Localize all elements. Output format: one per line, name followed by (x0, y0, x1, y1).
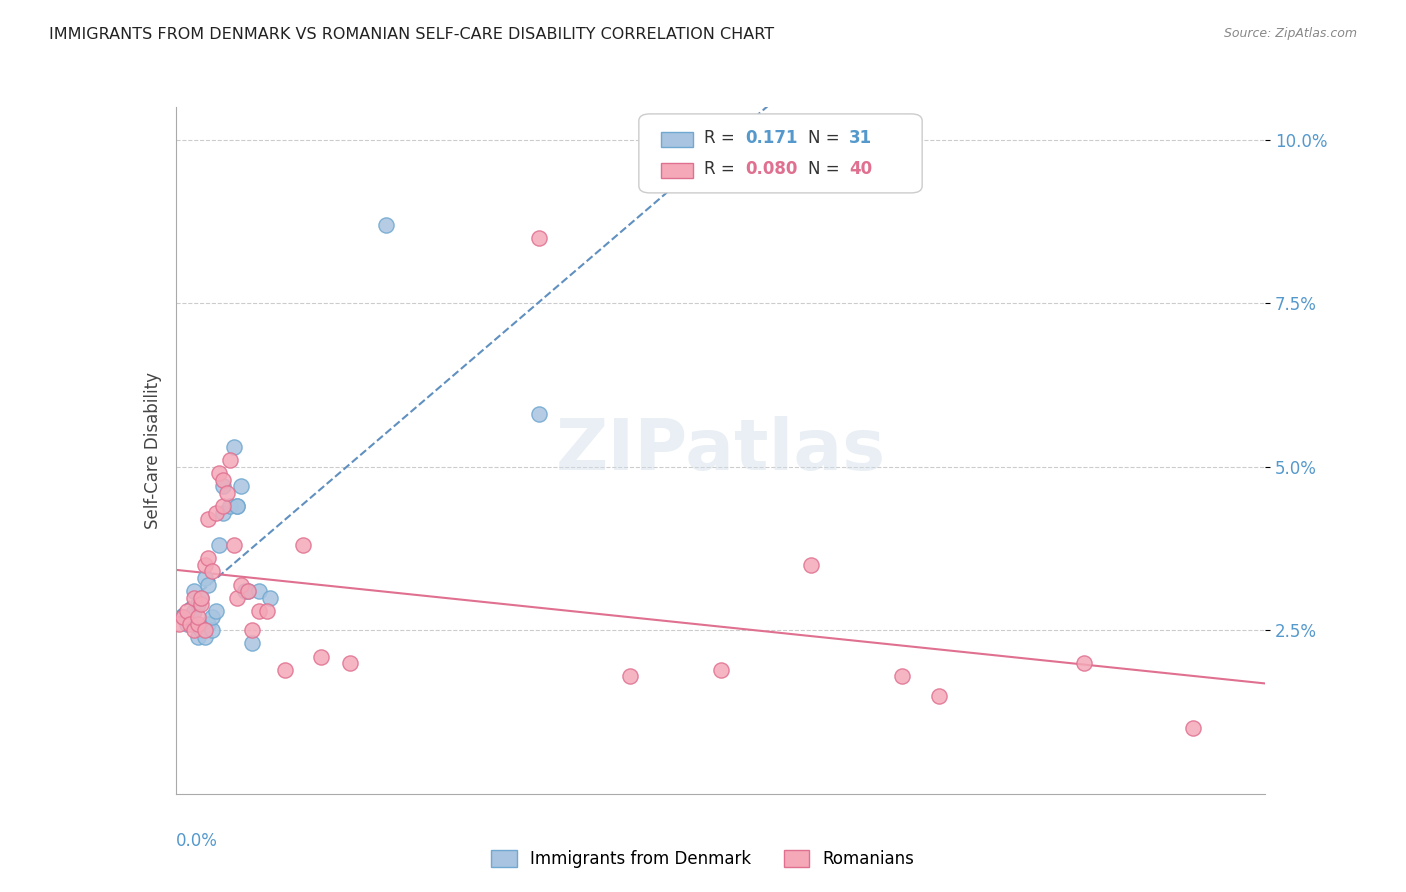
Point (291, 538, 314, 552)
Point (186, 630, 209, 644)
Y-axis label: Self-Care Disability: Self-Care Disability (143, 372, 162, 529)
Point (201, 624, 224, 638)
Point (190, 591, 212, 605)
Point (1073, 656, 1095, 670)
Point (256, 604, 278, 618)
Point (201, 610, 224, 624)
Point (212, 506, 235, 520)
Point (238, 584, 260, 599)
Point (274, 663, 297, 677)
Point (204, 506, 226, 520)
Point (183, 624, 205, 638)
Point (259, 591, 281, 605)
Point (375, 218, 398, 232)
Point (710, 663, 733, 677)
Text: 0.0%: 0.0% (176, 831, 218, 850)
Point (186, 610, 209, 624)
Text: ZIPatlas: ZIPatlas (555, 416, 886, 485)
Point (197, 577, 219, 591)
Point (226, 499, 249, 513)
Legend: Immigrants from Denmark, Romanians: Immigrants from Denmark, Romanians (485, 843, 921, 875)
Point (186, 616, 209, 631)
Point (219, 453, 242, 467)
Point (190, 597, 212, 611)
Point (194, 624, 217, 638)
FancyBboxPatch shape (661, 162, 693, 178)
Point (204, 604, 226, 618)
Point (222, 538, 245, 552)
Point (212, 473, 235, 487)
Point (179, 610, 201, 624)
Text: 40: 40 (849, 160, 872, 178)
Point (183, 591, 205, 605)
Point (928, 689, 950, 703)
Point (197, 616, 219, 631)
Point (176, 604, 198, 618)
Point (800, 558, 823, 572)
Point (240, 624, 263, 638)
Point (190, 624, 212, 638)
Text: Source: ZipAtlas.com: Source: ZipAtlas.com (1223, 27, 1357, 40)
Text: R =: R = (704, 129, 735, 147)
Text: N =: N = (807, 129, 839, 147)
Point (176, 616, 198, 631)
Point (215, 486, 238, 500)
Point (201, 565, 224, 579)
Point (339, 656, 361, 670)
Point (1181, 722, 1204, 736)
FancyBboxPatch shape (638, 114, 922, 193)
Point (183, 604, 205, 618)
Point (219, 499, 242, 513)
Text: 0.171: 0.171 (745, 129, 799, 147)
Point (212, 499, 235, 513)
Point (247, 584, 270, 599)
Point (172, 610, 194, 624)
Point (212, 479, 235, 493)
Point (309, 649, 332, 664)
Point (183, 584, 205, 599)
Point (197, 551, 219, 566)
Point (226, 499, 249, 513)
Point (240, 636, 263, 650)
Point (233, 584, 256, 599)
Point (194, 571, 217, 585)
Point (226, 591, 249, 605)
Text: 0.080: 0.080 (745, 160, 799, 178)
Point (891, 669, 914, 683)
Point (208, 467, 231, 481)
FancyBboxPatch shape (661, 132, 693, 147)
Point (190, 591, 212, 605)
Point (208, 538, 231, 552)
Point (231, 577, 253, 591)
Point (231, 479, 253, 493)
Point (527, 408, 550, 422)
Point (197, 512, 219, 526)
Text: R =: R = (704, 160, 735, 178)
Point (169, 616, 191, 631)
Point (527, 231, 550, 245)
Point (179, 616, 201, 631)
Point (619, 669, 641, 683)
Text: IMMIGRANTS FROM DENMARK VS ROMANIAN SELF-CARE DISABILITY CORRELATION CHART: IMMIGRANTS FROM DENMARK VS ROMANIAN SELF… (49, 27, 775, 42)
Point (194, 558, 217, 572)
Point (238, 584, 260, 599)
Point (186, 597, 209, 611)
Point (222, 440, 245, 454)
Text: N =: N = (807, 160, 839, 178)
Point (194, 630, 217, 644)
Text: 31: 31 (849, 129, 872, 147)
Point (247, 604, 270, 618)
Point (172, 610, 194, 624)
